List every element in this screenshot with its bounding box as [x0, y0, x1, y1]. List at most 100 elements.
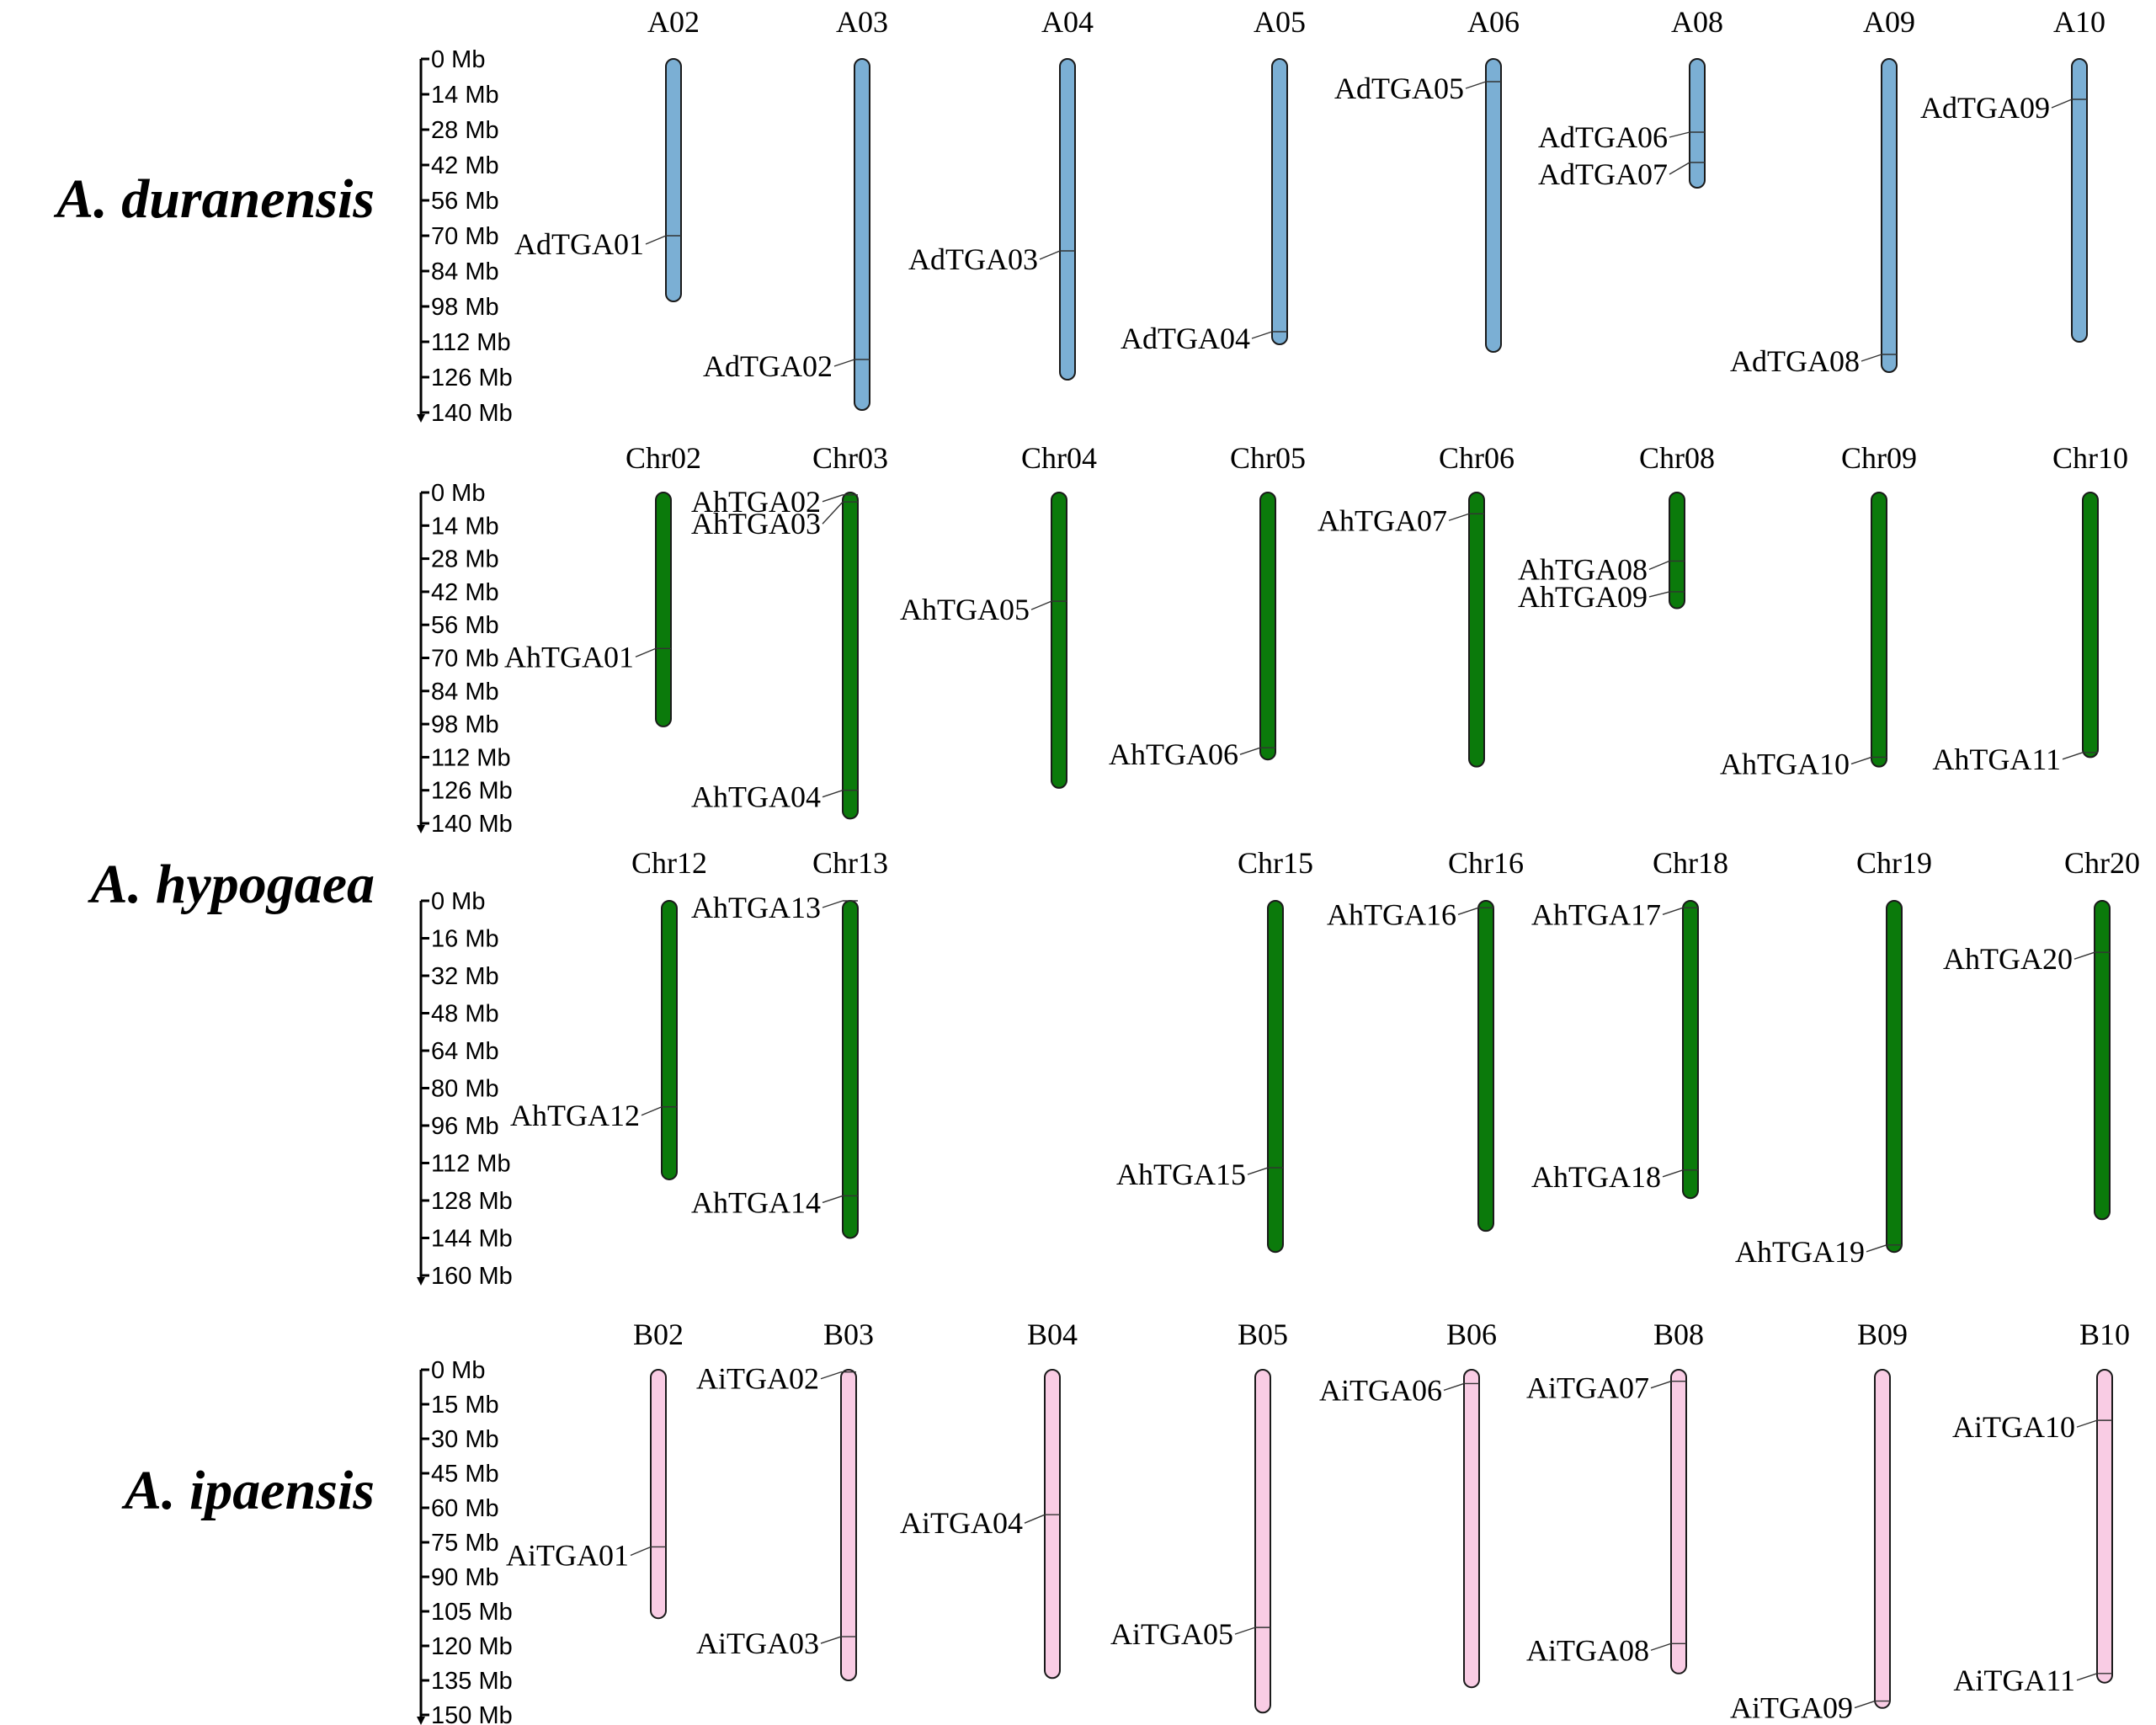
axis-arrow-icon [417, 1717, 425, 1725]
chromosome-bar [842, 492, 859, 820]
gene-leader-line [833, 359, 855, 367]
gene-label: AhTGA06 [1109, 737, 1238, 771]
chromosome-Chr12: Chr12 AhTGA12 [510, 846, 707, 1180]
chromosome-name: Chr12 [631, 846, 707, 880]
chromosome-name: Chr16 [1448, 846, 1524, 880]
gene-label: AhTGA17 [1531, 897, 1661, 931]
chromosome-bar [1468, 492, 1485, 768]
axis-tick-label: 160 Mb [431, 1263, 513, 1290]
gene-label: AhTGA04 [691, 780, 821, 814]
chromosome-name: Chr02 [626, 441, 701, 475]
chromosome-bar [1463, 1369, 1480, 1689]
gene-leader-line [635, 647, 657, 658]
gene-leader-line [822, 900, 844, 908]
species-label: A. duranensis [53, 168, 375, 230]
chromosome-bar [2082, 492, 2099, 759]
gene-leader-line [1662, 1169, 1684, 1178]
gene-label: AdTGA07 [1538, 157, 1668, 191]
chromosome-name: A03 [836, 5, 888, 39]
gene-leader-line [1030, 600, 1052, 610]
gene-AdTGA04: AdTGA04 [1121, 322, 1287, 355]
gene-AhTGA15: AhTGA15 [1116, 1158, 1283, 1191]
chromosome-bar [665, 58, 682, 302]
gene-label: AhTGA11 [1932, 743, 2061, 776]
axis-tick-label: 75 Mb [431, 1530, 499, 1557]
axis-tick-label: 126 Mb [431, 778, 513, 805]
gene-AdTGA02: AdTGA02 [703, 349, 870, 383]
gene-AiTGA09: AiTGA09 [1730, 1691, 1890, 1725]
chromosome-bar [1669, 492, 1685, 610]
species-label: A. hypogaea [88, 854, 375, 915]
axis-tick-label: 90 Mb [431, 1564, 499, 1591]
axis-tick-label: 98 Mb [431, 294, 499, 321]
chromosome-name: A05 [1254, 5, 1306, 39]
gene-label: AiTGA10 [1952, 1410, 2075, 1444]
chromosome-bar [655, 492, 672, 727]
axis-tick-label: 96 Mb [431, 1113, 499, 1140]
axis-tick-label: 45 Mb [431, 1461, 499, 1488]
axis-tick-label: 28 Mb [431, 117, 499, 144]
gene-label: AhTGA08 [1518, 552, 1648, 586]
gene-label: AdTGA09 [1920, 91, 2050, 125]
gene-label: AdTGA02 [703, 349, 833, 383]
gene-leader-line [1443, 1382, 1465, 1392]
axis-tick-label: 70 Mb [431, 223, 499, 250]
chromosome-A10: A10 AdTGA09 [1920, 5, 2105, 343]
gene-AiTGA02: AiTGA02 [696, 1362, 856, 1396]
chromosome-bar [1051, 492, 1067, 789]
chromosome-bar [1267, 900, 1284, 1254]
gene-AdTGA09: AdTGA09 [1920, 91, 2087, 125]
axis-tick-label: 56 Mb [431, 188, 499, 215]
chromosome-name: B03 [823, 1318, 874, 1351]
gene-leader-line [1251, 331, 1273, 339]
chromosome-name: B06 [1446, 1318, 1497, 1351]
gene-AhTGA19: AhTGA19 [1735, 1235, 1902, 1269]
gene-label: AhTGA03 [691, 507, 821, 540]
gene-leader-line [1850, 756, 1872, 765]
gene-AhTGA05: AhTGA05 [900, 593, 1067, 626]
axis-tick-label: 140 Mb [431, 811, 513, 838]
axis-tick-label: 135 Mb [431, 1668, 513, 1695]
gene-AiTGA06: AiTGA06 [1319, 1373, 1479, 1407]
gene-label: AdTGA06 [1538, 120, 1668, 154]
chromosome-bar [1881, 58, 1898, 373]
mb-axis: 0 Mb 15 Mb 30 Mb 45 Mb 60 Mb 75 Mb 90 Mb 105 Mb… [417, 1357, 513, 1725]
chromosome-Chr09: Chr09 AhTGA10 [1720, 441, 1917, 780]
chromosome-bar [1271, 58, 1288, 345]
chromosome-B06: B06 AiTGA06 [1319, 1318, 1497, 1689]
gene-leader-line [822, 494, 844, 503]
chromosome-name: B09 [1857, 1318, 1908, 1351]
chromosome-name: A08 [1671, 5, 1723, 39]
chromosome-name: Chr05 [1230, 441, 1306, 475]
gene-label: AiTGA02 [696, 1362, 819, 1396]
gene-label: AhTGA09 [1518, 580, 1648, 614]
chromosome-name: Chr06 [1439, 441, 1515, 475]
axis-tick-label: 126 Mb [431, 365, 513, 391]
chromosome-name: Chr09 [1841, 441, 1917, 475]
chromosome-bar [650, 1369, 667, 1620]
axis-tick-label: 70 Mb [431, 646, 499, 673]
chromosome-B10: B10 AiTGA10 AiTGA11 [1952, 1318, 2130, 1697]
chromosome-A04: A04 AdTGA03 [908, 5, 1094, 381]
chromosome-B05: B05 AiTGA05 [1110, 1318, 1288, 1714]
chromosome-bar [661, 900, 678, 1180]
gene-AhTGA07: AhTGA07 [1318, 503, 1484, 537]
species-label: A. ipaensis [121, 1460, 375, 1521]
axis-arrow-icon [417, 825, 425, 833]
chromosome-name: B08 [1653, 1318, 1704, 1351]
chromosome-A09: A09 AdTGA08 [1730, 5, 1915, 378]
chromosome-name: Chr18 [1653, 846, 1728, 880]
chromosome-bar [1670, 1369, 1687, 1674]
gene-AdTGA06: AdTGA06 [1538, 120, 1705, 154]
gene-leader-line [2076, 1673, 2098, 1681]
gene-leader-line [1448, 513, 1470, 521]
chromosome-bar [854, 58, 870, 411]
chromosome-Chr20: Chr20 AhTGA20 [1943, 846, 2140, 1221]
chromosome-name: A04 [1041, 5, 1094, 39]
gene-leader-line [1650, 1381, 1672, 1389]
gene-label: AiTGA07 [1526, 1371, 1649, 1405]
chromosome-Chr19: Chr19 AhTGA19 [1735, 846, 1932, 1269]
gene-leader-line [2062, 752, 2084, 760]
